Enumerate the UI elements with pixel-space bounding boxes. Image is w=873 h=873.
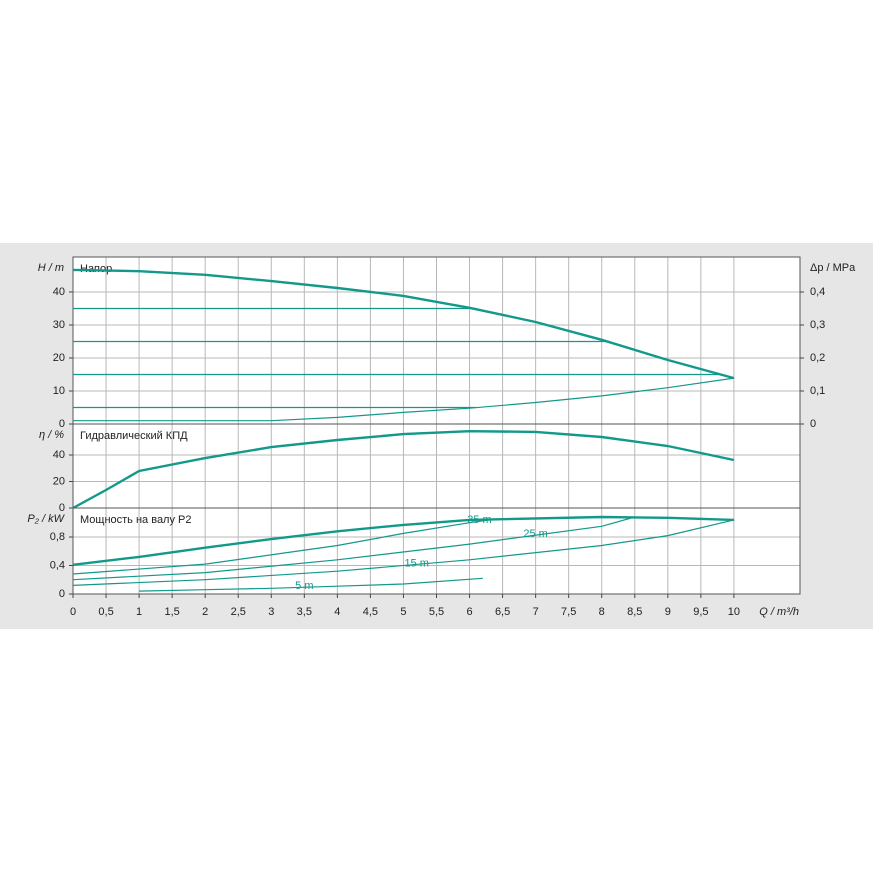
x-tick-label: 1 (136, 606, 142, 618)
y-tick-label: 0 (59, 588, 65, 600)
y2-tick-label: 0,2 (810, 352, 825, 364)
panel-title: Напор (80, 263, 112, 275)
x-tick-label: 3,5 (297, 606, 312, 618)
x-tick-label: 4,5 (363, 606, 378, 618)
y2-tick-label: 0,4 (810, 286, 825, 298)
curve (73, 377, 734, 422)
y2-tick-label: 0 (810, 418, 816, 430)
x-tick-label: 9,5 (693, 606, 708, 618)
y-tick-label: 0,8 (50, 531, 65, 543)
curve-label: 25 m (523, 528, 547, 540)
x-tick-label: 3 (268, 606, 274, 618)
curve (72, 429, 735, 510)
x-tick-label: 5 (400, 606, 406, 618)
x-tick-label: 0 (70, 606, 76, 618)
curve (139, 577, 483, 592)
plot-frame (72, 507, 801, 595)
y2-tick-label: 0,3 (810, 319, 825, 331)
x-tick-label: 8 (599, 606, 605, 618)
curve (72, 519, 735, 586)
x-tick-label: 5,5 (429, 606, 444, 618)
curve-label: 35 m (467, 514, 491, 526)
y-tick-label: 20 (53, 352, 65, 364)
y-tick-label: 30 (53, 319, 65, 331)
y-axis-label: H / m (38, 262, 64, 274)
x-tick-label: 9 (665, 606, 671, 618)
y-tick-label: 10 (53, 385, 65, 397)
y-tick-label: 0,4 (50, 559, 65, 571)
y-tick-label: 0 (59, 502, 65, 514)
x-tick-label: 2,5 (231, 606, 246, 618)
x-tick-label: 6 (466, 606, 472, 618)
curve-label: 5 m (295, 580, 313, 592)
x-axis-label: Q / m³/h (759, 606, 799, 618)
curve (72, 519, 490, 575)
x-tick-label: 4 (334, 606, 340, 618)
x-tick-label: 1,5 (164, 606, 179, 618)
panel-title: Гидравлический КПД (80, 430, 188, 442)
y-tick-label: 20 (53, 475, 65, 487)
y-tick-label: 40 (53, 286, 65, 298)
x-tick-label: 7,5 (561, 606, 576, 618)
x-tick-label: 2 (202, 606, 208, 618)
curve (72, 268, 735, 380)
y-tick-label: 40 (53, 449, 65, 461)
panel-title: Мощность на валу P2 (80, 514, 192, 526)
curve (72, 516, 635, 581)
y2-axis-label: Δp / MPa (810, 262, 856, 274)
y2-tick-label: 0,1 (810, 385, 825, 397)
y-axis-label: P₂ / kW (27, 513, 65, 525)
x-tick-label: 0,5 (98, 606, 113, 618)
x-tick-label: 7 (533, 606, 539, 618)
curve (72, 515, 734, 566)
y-axis-label: η / % (39, 429, 64, 441)
x-tick-label: 6,5 (495, 606, 510, 618)
y-tick-label: 0 (59, 418, 65, 430)
x-tick-label: 10 (728, 606, 740, 618)
x-tick-label: 8,5 (627, 606, 642, 618)
curve-label: 15 m (404, 557, 428, 569)
